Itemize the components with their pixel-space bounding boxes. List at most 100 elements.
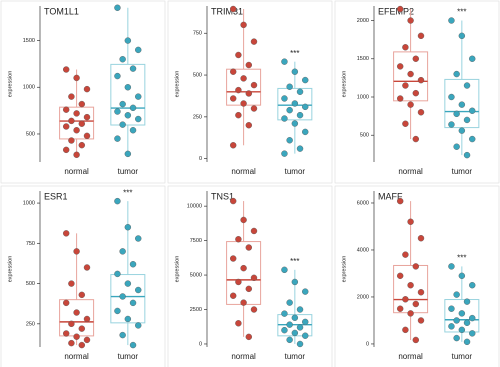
point: [68, 117, 75, 125]
y-tick-label: 500: [26, 281, 35, 287]
point: [296, 324, 304, 331]
point: [296, 88, 304, 95]
point: [245, 122, 253, 129]
point: [73, 309, 80, 316]
point: [83, 315, 91, 323]
significance: ***: [123, 188, 132, 197]
point: [114, 108, 121, 115]
point: [114, 270, 121, 278]
point: [229, 255, 237, 262]
box: [393, 264, 429, 314]
point: [407, 218, 414, 225]
point: [78, 325, 86, 332]
significance: ***: [457, 8, 466, 17]
x-tick-label: normal: [398, 352, 423, 361]
point: [135, 93, 142, 100]
point: [240, 100, 247, 107]
y-tick-label: 750: [193, 31, 202, 37]
point: [458, 32, 466, 40]
point: [281, 326, 288, 334]
point: [240, 21, 247, 29]
y-tick-label: 1500: [357, 56, 369, 62]
point: [448, 263, 455, 270]
point: [286, 137, 293, 144]
point: [296, 340, 304, 348]
point: [458, 101, 466, 108]
y-axis-label: expression: [174, 71, 180, 98]
y-tick-label: 5000: [190, 273, 202, 279]
point: [135, 286, 142, 294]
y-tick-label: 1000: [357, 94, 369, 100]
point: [291, 329, 299, 337]
point: [250, 274, 258, 282]
point: [397, 5, 404, 13]
point: [296, 145, 304, 152]
point: [83, 85, 91, 93]
point: [281, 266, 288, 274]
x-tick-label: tumor: [118, 352, 139, 361]
point: [245, 61, 253, 69]
y-axis-label: expression: [174, 256, 180, 283]
point: [114, 72, 121, 80]
point: [62, 230, 70, 237]
point: [73, 151, 80, 159]
y-tick-label: 0: [366, 341, 369, 347]
point: [453, 334, 460, 342]
point: [296, 111, 304, 119]
point: [402, 120, 409, 127]
panel-border: [334, 185, 500, 367]
point: [302, 332, 309, 339]
point: [286, 321, 293, 328]
point: [62, 299, 70, 307]
point: [407, 101, 414, 108]
point: [463, 116, 471, 124]
point: [124, 37, 132, 44]
point: [463, 338, 471, 346]
point: [281, 150, 288, 157]
point: [417, 235, 425, 242]
point: [73, 127, 80, 134]
point: [402, 251, 409, 258]
point: [412, 135, 419, 143]
y-tick-label: 750: [26, 241, 35, 247]
point: [78, 141, 86, 149]
point: [448, 121, 455, 128]
point: [412, 89, 419, 97]
point: [302, 76, 309, 84]
point: [448, 17, 455, 24]
x-tick-label: normal: [231, 167, 256, 176]
point: [291, 314, 299, 321]
point: [68, 93, 75, 100]
point: [135, 115, 142, 123]
y-tick-label: 0: [199, 341, 202, 347]
point: [73, 248, 80, 255]
point: [62, 123, 70, 130]
panel-border: [0, 185, 166, 367]
y-axis-label: expression: [341, 71, 347, 98]
point: [463, 82, 471, 89]
point: [68, 320, 75, 328]
x-tick-label: normal: [64, 352, 89, 361]
y-axis-label: expression: [7, 256, 13, 283]
significance: ***: [123, 0, 132, 4]
point: [417, 76, 425, 84]
point: [235, 320, 242, 327]
point: [458, 272, 466, 280]
point: [229, 95, 237, 102]
point: [412, 300, 419, 308]
point: [286, 336, 293, 344]
y-axis-label: expression: [7, 71, 13, 98]
point: [83, 264, 91, 271]
point: [291, 68, 299, 75]
point: [397, 272, 404, 280]
point: [129, 261, 137, 268]
point: [402, 44, 409, 51]
panel-title: TRIM31: [211, 6, 243, 16]
point: [129, 104, 137, 112]
point: [83, 132, 91, 140]
point: [448, 93, 455, 101]
x-tick-label: normal: [64, 167, 89, 176]
point: [68, 137, 75, 144]
y-tick-label: 250: [193, 114, 202, 120]
point: [62, 106, 70, 113]
